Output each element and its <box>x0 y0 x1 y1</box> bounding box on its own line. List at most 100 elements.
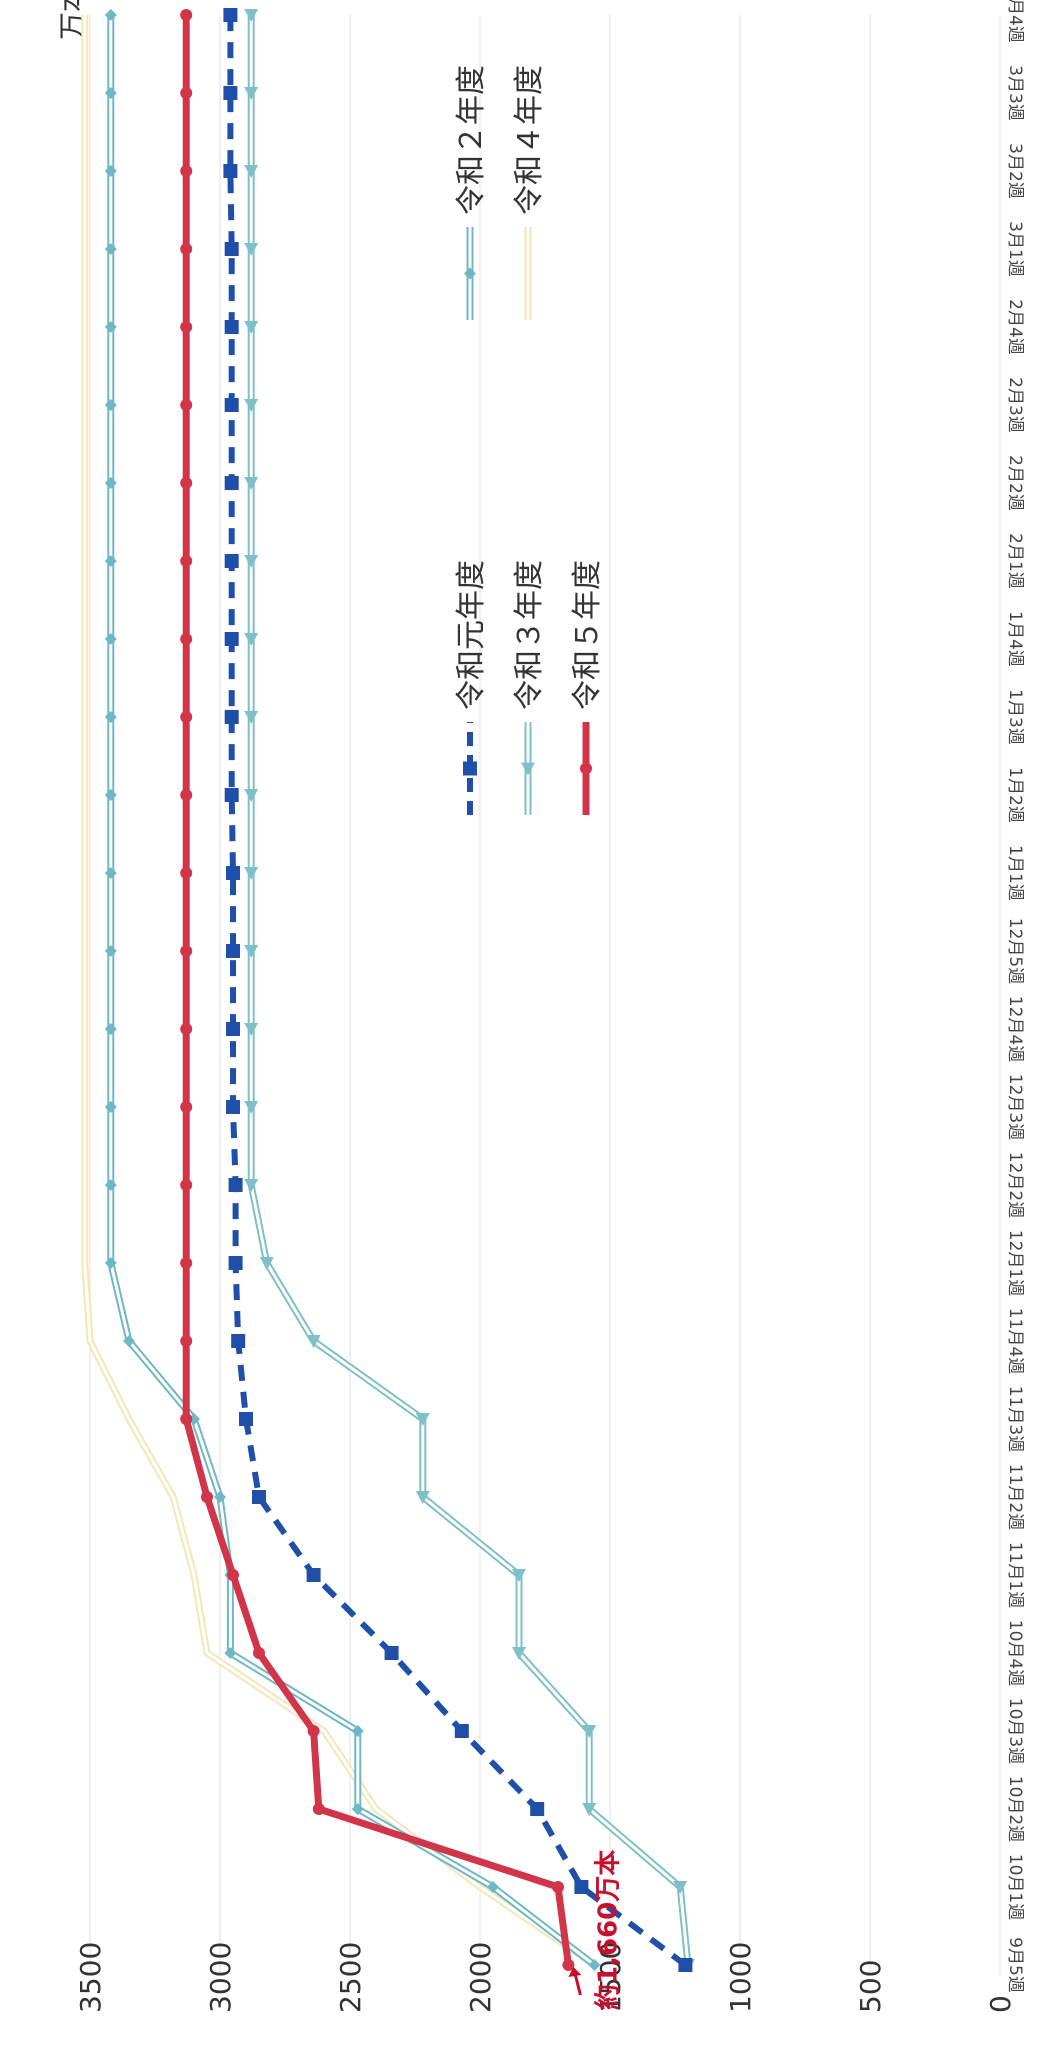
data-point <box>454 1724 469 1738</box>
legend-item: 令和４年度 <box>512 65 547 320</box>
data-point <box>244 1179 259 1192</box>
data-point <box>244 243 259 256</box>
data-point <box>104 633 117 645</box>
y-axis: 0 500 1000 1500 2000 2500 3000 3500 <box>74 1942 1017 2013</box>
data-point <box>226 1100 240 1114</box>
legend-label: 令和３年度 <box>512 560 547 710</box>
y-tick-label: 2500 <box>334 1942 367 2013</box>
series-line-inner <box>83 15 596 1967</box>
data-point <box>253 1647 265 1659</box>
series-4 <box>81 15 597 1968</box>
data-point <box>224 320 239 334</box>
x-tick-label: 11月4週 <box>1005 1308 1025 1374</box>
data-point <box>180 867 193 879</box>
data-point <box>239 1412 253 1426</box>
data-point <box>223 164 238 178</box>
series-line-inner <box>249 15 690 1966</box>
data-point <box>384 1646 399 1660</box>
data-point <box>104 555 117 567</box>
data-point <box>180 9 193 21</box>
data-point <box>180 711 193 723</box>
x-tick-label: 2月3週 <box>1005 377 1025 433</box>
series-line <box>227 15 688 1968</box>
data-point <box>244 1101 259 1114</box>
data-point <box>463 761 477 776</box>
data-point <box>307 1725 320 1737</box>
data-point <box>244 321 259 334</box>
data-point <box>224 242 239 256</box>
data-point <box>244 9 259 22</box>
data-point <box>512 1569 526 1582</box>
series-line <box>81 15 597 1968</box>
y-tick-label: 1500 <box>594 1942 627 2013</box>
data-point <box>224 632 239 646</box>
x-tick-label: 2月4週 <box>1005 299 1025 355</box>
data-point <box>104 867 117 879</box>
series-line <box>182 15 572 1966</box>
data-point <box>464 267 476 280</box>
x-tick-label: 11月3週 <box>1005 1386 1025 1452</box>
annotation: 約1,660万本 <box>568 1850 623 2010</box>
legend-item: 令和５年度 <box>570 560 605 815</box>
x-tick-label: 12月2週 <box>1005 1152 1025 1218</box>
data-point <box>180 1335 193 1347</box>
data-point <box>224 788 239 802</box>
data-point <box>259 1257 274 1270</box>
data-point <box>180 477 193 489</box>
data-point <box>580 762 592 775</box>
data-point <box>180 243 193 255</box>
x-tick-label: 1月3週 <box>1005 689 1025 745</box>
x-tick-label: 2月2週 <box>1005 455 1025 511</box>
x-tick-label: 2月1週 <box>1005 533 1025 589</box>
data-point <box>180 1257 193 1269</box>
data-point <box>104 477 117 489</box>
data-point <box>226 944 240 958</box>
legend-label: 令和４年度 <box>512 65 547 215</box>
y-tick-label: 1000 <box>724 1942 757 2013</box>
x-tick-label: 1月2週 <box>1005 767 1025 823</box>
data-point <box>306 1335 321 1348</box>
data-point <box>244 789 259 802</box>
series-1 <box>223 8 693 1972</box>
x-tick-label: 11月1週 <box>1005 1542 1025 1608</box>
data-point <box>104 87 117 99</box>
y-tick-label: 3000 <box>204 1942 237 2013</box>
data-point <box>180 321 193 333</box>
x-tick-label: 10月4週 <box>1005 1620 1025 1686</box>
data-point <box>244 945 259 958</box>
data-point <box>224 710 239 724</box>
data-point <box>180 555 193 567</box>
data-point <box>180 165 193 177</box>
annotation-text: 約1,660万本 <box>592 1850 623 2010</box>
data-point <box>582 1725 597 1738</box>
legend-item: 令和元年度 <box>454 560 489 815</box>
data-point <box>227 1569 239 1581</box>
y-tick-label: 0 <box>984 1995 1017 2013</box>
data-point <box>244 477 259 490</box>
legend-item: 令和２年度 <box>454 65 489 320</box>
data-point <box>180 1179 193 1191</box>
x-tick-label: 1月1週 <box>1005 845 1025 901</box>
x-tick-label: 10月1週 <box>1005 1854 1025 1920</box>
data-point <box>104 1101 117 1113</box>
data-point <box>487 1881 499 1893</box>
legend-label: 令和５年度 <box>570 560 605 710</box>
legend-item: 令和３年度 <box>512 560 547 815</box>
data-point <box>252 1490 266 1504</box>
x-tick-label: 3月1週 <box>1005 221 1025 277</box>
data-point <box>228 1256 243 1270</box>
x-tick-label: 12月4週 <box>1005 996 1025 1062</box>
data-point <box>224 554 239 568</box>
data-point <box>104 1023 117 1035</box>
data-point <box>574 1880 589 1894</box>
data-point <box>104 243 117 255</box>
data-point <box>104 1257 117 1269</box>
data-point <box>312 1803 325 1815</box>
gridlines <box>89 15 1001 1975</box>
series-3 <box>244 9 695 1972</box>
data-point <box>244 555 259 568</box>
x-tick-label: 12月5週 <box>1005 918 1025 984</box>
